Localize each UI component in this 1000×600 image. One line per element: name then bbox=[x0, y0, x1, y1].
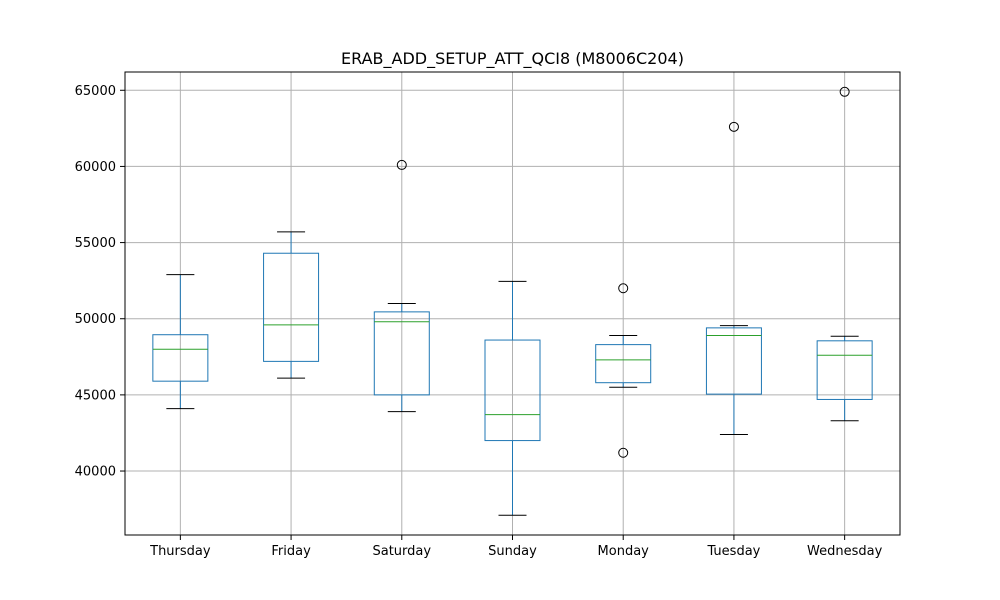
x-tick-label: Friday bbox=[271, 544, 311, 559]
iqr-box bbox=[263, 252, 320, 362]
y-tick-label: 60000 bbox=[75, 160, 116, 175]
x-axis: Thursday Friday Saturday Sunday Monday Tuesda… bbox=[149, 535, 883, 559]
iqr-box bbox=[484, 339, 541, 442]
y-axis: 40000 45000 50000 55000 60000 65000 bbox=[75, 84, 125, 480]
iqr-box bbox=[816, 340, 873, 400]
box-tuesday bbox=[705, 121, 762, 435]
box-saturday bbox=[373, 159, 430, 413]
x-tick-label: Monday bbox=[598, 544, 650, 559]
box-monday bbox=[595, 283, 652, 458]
y-tick-label: 50000 bbox=[75, 312, 116, 327]
y-tick-label: 55000 bbox=[75, 236, 116, 251]
x-tick-label: Thursday bbox=[149, 544, 211, 559]
iqr-box bbox=[705, 327, 762, 395]
y-tick-label: 40000 bbox=[75, 465, 116, 480]
x-tick-label: Wednesday bbox=[807, 544, 883, 559]
iqr-box bbox=[373, 311, 430, 396]
iqr-box bbox=[595, 344, 652, 384]
x-tick-label: Saturday bbox=[372, 544, 431, 559]
chart-title: ERAB_ADD_SETUP_ATT_QCI8 (M8006C204) bbox=[341, 49, 684, 69]
outlier-point bbox=[618, 283, 629, 294]
box-thursday bbox=[152, 274, 209, 410]
y-tick-label: 65000 bbox=[75, 84, 116, 99]
iqr-box bbox=[152, 334, 209, 382]
x-tick-label: Tuesday bbox=[706, 544, 760, 559]
box-plot-series bbox=[152, 86, 873, 516]
outlier-point bbox=[839, 86, 850, 97]
grid-lines bbox=[125, 72, 900, 535]
box-sunday bbox=[484, 280, 541, 516]
outlier-point bbox=[728, 121, 739, 132]
x-tick-label: Sunday bbox=[488, 544, 537, 559]
outlier-point bbox=[396, 159, 407, 170]
box-wednesday bbox=[816, 86, 873, 422]
box-friday bbox=[263, 231, 320, 379]
outlier-point bbox=[618, 447, 629, 458]
y-tick-label: 45000 bbox=[75, 388, 116, 403]
